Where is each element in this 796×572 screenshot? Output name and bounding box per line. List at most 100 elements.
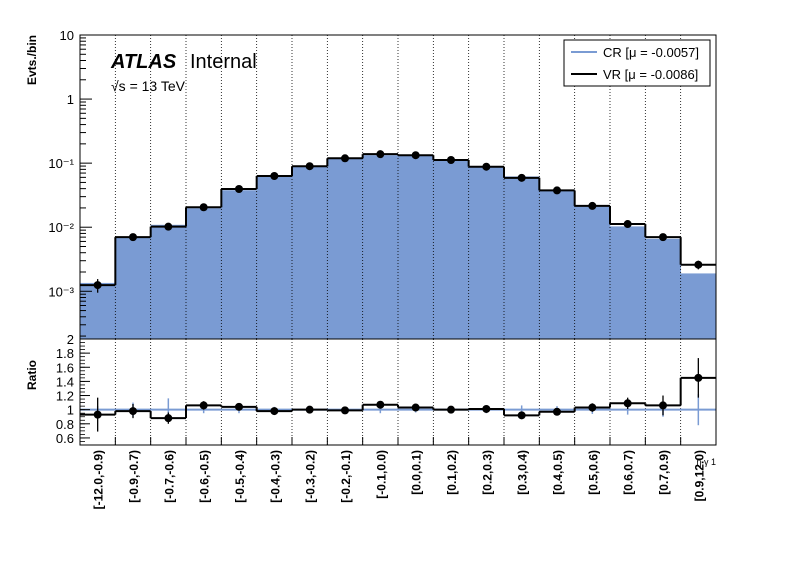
ratio-point	[341, 406, 349, 415]
ratio-y-tick-label: 1.4	[56, 374, 74, 389]
cr-bar	[150, 224, 187, 339]
legend-box	[563, 39, 711, 87]
ratio-point	[694, 373, 703, 382]
x-tick-label: [0.3,0.4)	[516, 450, 530, 495]
cr-bar	[504, 176, 540, 339]
y-tick-label: 10⁻³	[48, 284, 74, 299]
y-tick-label: 10	[60, 28, 74, 43]
cr-bar	[256, 176, 293, 339]
x-tick-label: [-12.0,-0.9)	[92, 450, 106, 509]
vr-point	[517, 173, 526, 182]
cr-bar	[433, 159, 469, 339]
ratio-point	[235, 402, 243, 411]
upper-fill-layer	[80, 155, 717, 339]
vr-point	[376, 150, 385, 159]
legend-label-cr: CR [μ = -0.0057]	[603, 45, 699, 60]
legend-label-vr: VR [μ = -0.0086]	[603, 67, 698, 82]
ratio-point	[482, 404, 491, 413]
vr-point	[270, 171, 279, 180]
x-tick-label: [-0.7,-0.6)	[162, 450, 176, 503]
x-tick-label: [-0.6,-0.5)	[198, 450, 212, 503]
x-tick-label: [-0.4,-0.3)	[268, 450, 282, 503]
ratio-point	[270, 407, 279, 416]
x-tick-label: [-0.2,-0.1)	[339, 450, 353, 503]
ratio-y-tick-label: 2	[67, 332, 74, 347]
ratio-point	[129, 407, 137, 416]
x-axis-title: η γ 1	[696, 457, 716, 467]
vr-point	[659, 233, 667, 242]
vr-point	[129, 233, 137, 242]
ratio-point	[517, 411, 526, 420]
y-axis-title: Evts./bin	[25, 35, 39, 85]
x-tick-label: [0.5,0.6)	[586, 450, 600, 495]
x-tick-label: [-0.9,-0.7)	[127, 450, 141, 503]
ratio-y-tick-label: 0.8	[56, 417, 74, 432]
x-tick-label: [0.0,0.1)	[410, 450, 424, 495]
ratio-point	[588, 403, 597, 412]
ratio-point	[376, 400, 385, 409]
ratio-point	[199, 401, 208, 410]
atlas-label: ATLAS Internal √s = 13 TeV	[110, 51, 257, 94]
x-axis: [-12.0,-0.9) [-0.9,-0.7) [-0.7,-0.6) [-0.6,…	[79, 437, 717, 509]
ratio-point	[659, 401, 667, 410]
vr-point	[482, 162, 491, 171]
vr-point	[553, 186, 561, 195]
ratio-y-axis: 0.60.811.21.41.61.82	[56, 332, 90, 446]
cr-bar	[292, 166, 328, 339]
cr-bar	[327, 158, 363, 339]
ratio-points-layer	[93, 358, 703, 432]
energy-label: √s = 13 TeV	[111, 78, 186, 94]
ratio-y-tick-label: 1.6	[56, 360, 74, 375]
ratio-point	[305, 405, 314, 414]
ratio-point	[164, 414, 173, 423]
vr-point	[341, 154, 349, 163]
ratio-y-tick-label: 1.8	[56, 346, 74, 361]
x-tick-label: [0.4,0.5)	[551, 450, 565, 495]
vr-point	[164, 222, 173, 231]
ratio-point	[93, 410, 102, 419]
x-tick-label: [0.2,0.3)	[480, 450, 494, 495]
cr-bar	[221, 190, 257, 339]
atlas-status-label: Internal	[190, 51, 257, 73]
upper-points-layer	[93, 150, 703, 293]
ratio-axis-title: Ratio	[25, 360, 39, 390]
cr-bar	[398, 155, 434, 339]
legend: CR [μ = -0.0057] VR [μ = -0.0086]	[563, 39, 711, 87]
y-tick-label: 10⁻²	[48, 220, 74, 235]
x-tick-label: [0.1,0.2)	[445, 450, 459, 495]
x-tick-label: [-0.3,-0.2)	[304, 450, 318, 503]
ratio-point	[623, 399, 632, 408]
vr-point	[235, 184, 243, 193]
vr-point	[305, 162, 314, 171]
upper-y-axis: 10⁻³ 10⁻² 10⁻¹ 1 10	[48, 28, 92, 337]
cr-bar	[362, 155, 399, 339]
cr-bar	[574, 206, 611, 339]
x-tick-label: [0.6,0.7)	[622, 450, 636, 495]
cr-bar	[680, 273, 717, 339]
ratio-y-tick-label: 0.6	[56, 431, 74, 446]
ratio-y-tick-label: 1	[67, 403, 74, 418]
ratio-point	[447, 405, 455, 414]
ratio-point	[411, 403, 420, 412]
x-tick-label: [-0.5,-0.4)	[233, 450, 247, 503]
cr-bar	[468, 167, 505, 339]
cr-bar	[539, 189, 575, 339]
vr-point	[199, 203, 208, 212]
ratio-point	[553, 407, 561, 416]
vr-point	[447, 155, 455, 164]
cr-bar	[645, 238, 681, 339]
atlas-experiment-label: ATLAS	[110, 51, 177, 73]
x-tick-label: [0.9,12.0)	[692, 450, 706, 501]
vr-point	[694, 260, 703, 269]
y-tick-label: 10⁻¹	[48, 156, 74, 171]
vr-point	[588, 201, 597, 210]
ratio-y-tick-label: 1.2	[56, 389, 74, 404]
x-tick-label: [0.7,0.9)	[657, 450, 671, 495]
vr-point	[411, 151, 420, 160]
cr-bar	[115, 236, 151, 339]
vr-point	[93, 281, 102, 290]
cr-bar	[610, 226, 646, 339]
y-tick-label: 1	[67, 92, 74, 107]
vr-point	[623, 220, 632, 229]
